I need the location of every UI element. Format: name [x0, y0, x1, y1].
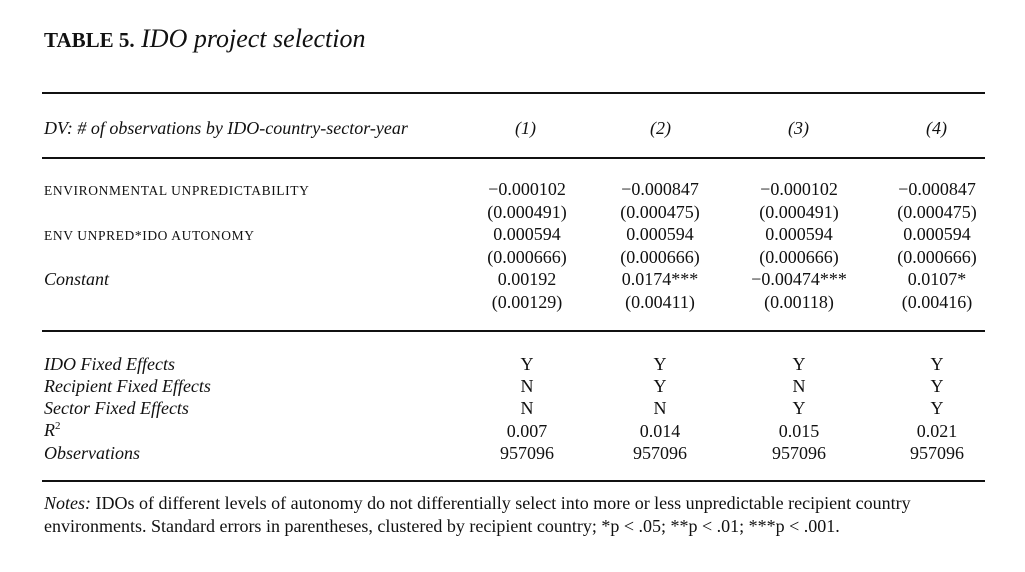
dv-label: DV: # of observations by IDO-country-sec…: [44, 118, 408, 138]
table-notes: Notes: IDOs of different levels of auton…: [44, 492, 989, 538]
stat-cell: Y: [792, 354, 806, 374]
coef-cell: 0.000594: [626, 224, 694, 244]
stat-cell: 957096: [500, 443, 554, 463]
coef-cell: 0.0107*: [907, 269, 967, 289]
stat-cell: N: [653, 398, 667, 418]
stat-cell: 957096: [910, 443, 964, 463]
se-cell: (0.000475): [897, 202, 977, 222]
coef-cell: −0.00474***: [751, 269, 847, 289]
stat-cell: N: [520, 398, 534, 418]
stat-label-ido-fe: IDO Fixed Effects: [44, 354, 175, 374]
se-cell: (0.000666): [759, 247, 839, 267]
stat-label-sector-fe: Sector Fixed Effects: [44, 398, 189, 418]
notes-lead: Notes:: [44, 493, 91, 513]
stat-cell: Y: [930, 376, 944, 396]
mid-rule: [42, 330, 985, 332]
coef-cell: 0.000594: [903, 224, 971, 244]
se-cell: (0.000666): [897, 247, 977, 267]
column-header-1: (1): [515, 118, 536, 138]
stat-cell: 957096: [772, 443, 826, 463]
se-cell: (0.000666): [620, 247, 700, 267]
stat-cell: N: [520, 376, 534, 396]
stat-cell: Y: [520, 354, 534, 374]
stat-cell: Y: [792, 398, 806, 418]
stat-cell: Y: [930, 354, 944, 374]
coef-cell: −0.000847: [898, 179, 976, 199]
se-cell: (0.000666): [487, 247, 567, 267]
se-cell: (0.000491): [487, 202, 567, 222]
se-cell: (0.000491): [759, 202, 839, 222]
coef-cell: −0.000102: [488, 179, 566, 199]
stat-cell: 957096: [633, 443, 687, 463]
stat-label-observations: Observations: [44, 443, 140, 463]
coef-cell: 0.000594: [493, 224, 561, 244]
coef-cell: 0.00192: [497, 269, 557, 289]
stat-cell: 0.014: [639, 421, 681, 441]
se-cell: (0.00129): [491, 292, 563, 312]
stat-label-r2: R2: [44, 420, 61, 440]
se-cell: (0.00411): [625, 292, 695, 312]
coef-cell: −0.000102: [760, 179, 838, 199]
stat-label-recipient-fe: Recipient Fixed Effects: [44, 376, 211, 396]
coef-cell: 0.000594: [765, 224, 833, 244]
stat-cell: 0.021: [916, 421, 958, 441]
table-title: TABLE 5. IDO project selection: [44, 24, 365, 54]
se-cell: (0.000475): [620, 202, 700, 222]
top-rule: [42, 92, 985, 94]
stat-cell: 0.015: [778, 421, 820, 441]
header-rule: [42, 157, 985, 159]
coef-cell: 0.0174***: [621, 269, 699, 289]
notes-text: IDOs of different levels of autonomy do …: [44, 493, 911, 536]
stat-cell: Y: [653, 354, 667, 374]
bottom-rule: [42, 480, 985, 482]
se-cell: (0.00118): [764, 292, 834, 312]
coef-cell: −0.000847: [621, 179, 699, 199]
stat-cell: Y: [930, 398, 944, 418]
se-cell: (0.00416): [901, 292, 973, 312]
stat-cell: 0.007: [506, 421, 548, 441]
table-number: TABLE 5.: [44, 28, 135, 52]
column-header-4: (4): [926, 118, 947, 138]
row-label-env-unpred: ENVIRONMENTAL UNPREDICTABILITY: [44, 183, 310, 198]
row-label-constant: Constant: [44, 269, 110, 289]
stat-cell: Y: [653, 376, 667, 396]
row-label-env-unpred-autonomy: ENV UNPRED*IDO AUTONOMY: [44, 228, 255, 243]
column-header-2: (2): [650, 118, 671, 138]
column-header-3: (3): [788, 118, 809, 138]
stat-cell: N: [792, 376, 806, 396]
table-caption: IDO project selection: [141, 24, 366, 53]
